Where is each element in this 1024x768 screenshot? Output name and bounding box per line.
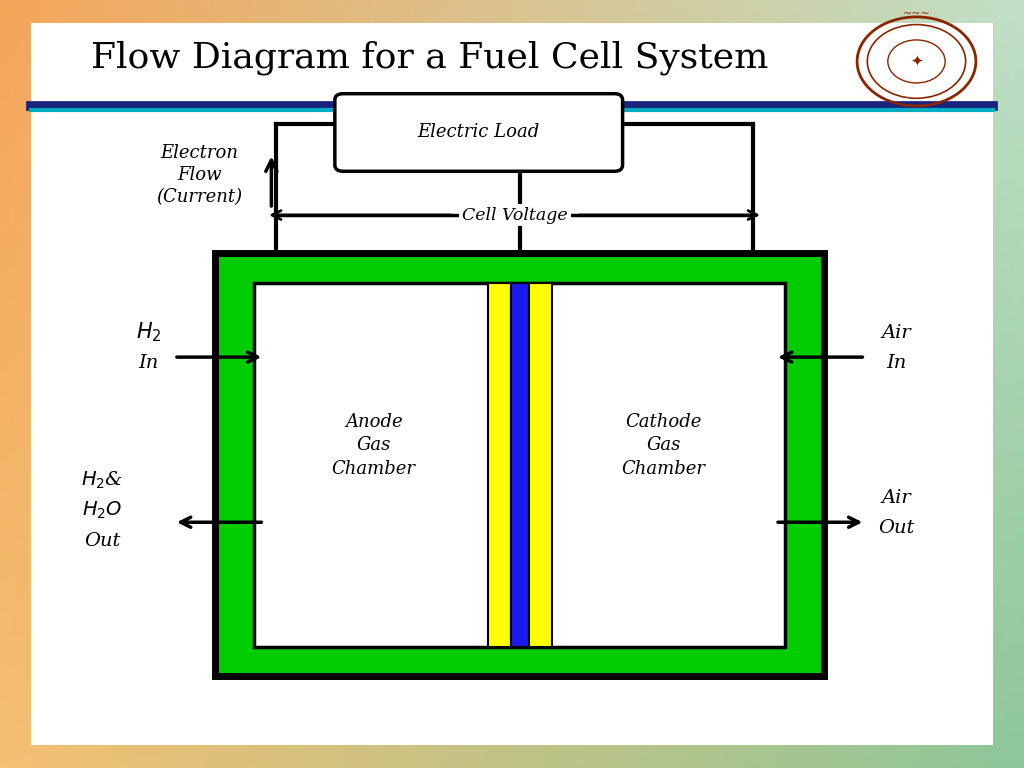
Bar: [254, 283, 785, 647]
Text: Out: Out: [84, 532, 121, 551]
Bar: [215, 253, 824, 676]
Text: Air: Air: [881, 488, 911, 507]
Text: Flow Diagram for a Fuel Cell System: Flow Diagram for a Fuel Cell System: [91, 41, 769, 74]
Text: In: In: [138, 354, 159, 372]
Bar: [529, 283, 552, 647]
Bar: [511, 283, 529, 647]
Text: ~~~: ~~~: [902, 8, 931, 19]
Text: Out: Out: [878, 519, 914, 538]
Text: In: In: [886, 354, 906, 372]
Text: Anode
Gas
Chamber: Anode Gas Chamber: [332, 413, 416, 478]
Text: Air: Air: [881, 323, 911, 342]
Text: Cell Voltage: Cell Voltage: [462, 207, 568, 223]
Bar: [488, 283, 511, 647]
Text: $H_2$&: $H_2$&: [81, 469, 124, 491]
FancyBboxPatch shape: [335, 94, 623, 171]
Text: Cathode
Gas
Chamber: Cathode Gas Chamber: [622, 413, 706, 478]
Text: Electron
Flow
(Current): Electron Flow (Current): [157, 144, 243, 207]
Text: Electric Load: Electric Load: [418, 124, 540, 141]
Text: ✦: ✦: [910, 54, 923, 69]
Text: $H_2O$: $H_2O$: [82, 500, 123, 521]
Text: $H_2$: $H_2$: [136, 321, 161, 344]
